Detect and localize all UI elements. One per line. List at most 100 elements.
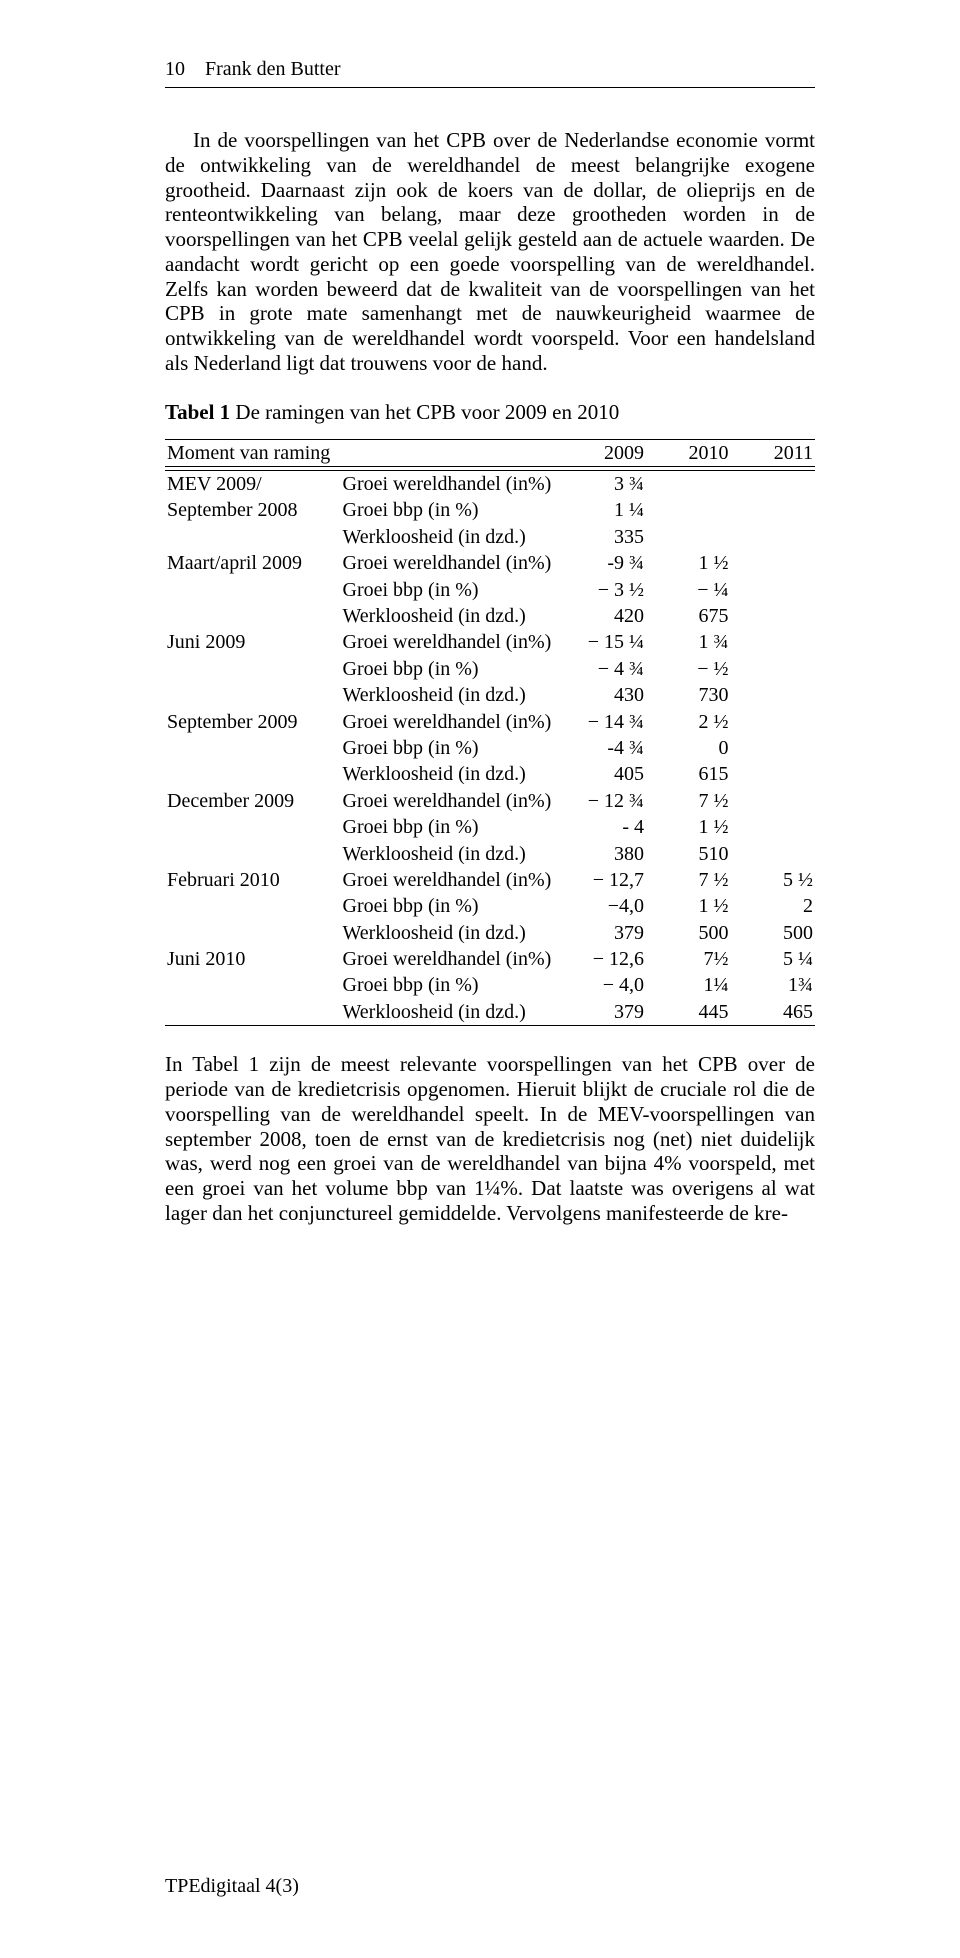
- table-row: Maart/april 2009Groei wereldhandel (in%)…: [165, 550, 815, 576]
- cell-value: 510: [646, 841, 731, 867]
- cell-value: [731, 656, 816, 682]
- cell-value: 0: [646, 735, 731, 761]
- table-row: Werkloosheid (in dzd.)380510: [165, 841, 815, 867]
- cell-value: 7 ½: [646, 867, 731, 893]
- cell-variable: Werkloosheid (in dzd.): [341, 841, 562, 867]
- table-row: Groei bbp (in %)−4,01 ½2: [165, 893, 815, 919]
- cell-value: [731, 788, 816, 814]
- cell-value: 465: [731, 999, 816, 1026]
- cell-value: 1 ½: [646, 814, 731, 840]
- cell-value: - 4: [562, 814, 647, 840]
- cell-value: −4,0: [562, 893, 647, 919]
- table-row: December 2009Groei wereldhandel (in%)− 1…: [165, 788, 815, 814]
- cell-value: 1 ½: [646, 893, 731, 919]
- cell-value: 405: [562, 761, 647, 787]
- table-row: Werkloosheid (in dzd.)335: [165, 524, 815, 550]
- head-rule: [165, 87, 815, 88]
- table-body: MEV 2009/Groei wereldhandel (in%)3 ¾Sept…: [165, 471, 815, 1026]
- cell-value: [731, 524, 816, 550]
- cell-value: 1 ½: [646, 550, 731, 576]
- cell-moment: [165, 524, 341, 550]
- cell-variable: Werkloosheid (in dzd.): [341, 682, 562, 708]
- cell-moment: [165, 603, 341, 629]
- table-row: September 2008Groei bbp (in %)1 ¼: [165, 497, 815, 523]
- cell-value: 1¼: [646, 972, 731, 998]
- cell-variable: Groei bbp (in %): [341, 735, 562, 761]
- table-header-row: Moment van raming 2009 2010 2011: [165, 439, 815, 466]
- cell-value: [731, 761, 816, 787]
- cell-moment: September 2009: [165, 709, 341, 735]
- cell-moment: [165, 735, 341, 761]
- cell-value: 730: [646, 682, 731, 708]
- paragraph-2: In Tabel 1 zijn de meest relevante voors…: [165, 1052, 815, 1225]
- cell-value: 420: [562, 603, 647, 629]
- cell-variable: Werkloosheid (in dzd.): [341, 603, 562, 629]
- cell-moment: [165, 761, 341, 787]
- cell-value: 675: [646, 603, 731, 629]
- cell-value: [646, 497, 731, 523]
- cell-value: 5 ¼: [731, 946, 816, 972]
- cell-variable: Groei wereldhandel (in%): [341, 946, 562, 972]
- cell-variable: Groei bbp (in %): [341, 656, 562, 682]
- cell-value: − 15 ¼: [562, 629, 647, 655]
- cell-value: − 12 ¾: [562, 788, 647, 814]
- table-caption-label: Tabel 1: [165, 400, 230, 424]
- cell-variable: Werkloosheid (in dzd.): [341, 761, 562, 787]
- header-2010: 2010: [646, 439, 731, 466]
- page-footer: TPEdigitaal 4(3): [165, 1875, 299, 1898]
- header-moment: Moment van raming: [165, 439, 562, 466]
- cell-value: 7½: [646, 946, 731, 972]
- cell-variable: Groei wereldhandel (in%): [341, 471, 562, 498]
- paragraph-1: In de voorspellingen van het CPB over de…: [165, 128, 815, 376]
- cell-value: 2: [731, 893, 816, 919]
- cell-value: 445: [646, 999, 731, 1026]
- cell-variable: Groei wereldhandel (in%): [341, 629, 562, 655]
- header-2011: 2011: [731, 439, 816, 466]
- table-row: MEV 2009/Groei wereldhandel (in%)3 ¾: [165, 471, 815, 498]
- cell-value: [731, 603, 816, 629]
- cell-value: 1 ¾: [646, 629, 731, 655]
- forecast-table: Moment van raming 2009 2010 2011 MEV 200…: [165, 439, 815, 1027]
- cell-moment: December 2009: [165, 788, 341, 814]
- cell-value: [731, 814, 816, 840]
- table-caption: Tabel 1 De ramingen van het CPB voor 200…: [165, 400, 815, 425]
- cell-value: [731, 471, 816, 498]
- cell-variable: Groei bbp (in %): [341, 893, 562, 919]
- cell-variable: Werkloosheid (in dzd.): [341, 920, 562, 946]
- cell-moment: [165, 577, 341, 603]
- table-row: Groei bbp (in %)− 3 ½− ¼: [165, 577, 815, 603]
- table-row: September 2009Groei wereldhandel (in%)− …: [165, 709, 815, 735]
- cell-value: − ½: [646, 656, 731, 682]
- cell-value: [646, 471, 731, 498]
- cell-variable: Groei wereldhandel (in%): [341, 788, 562, 814]
- header-2009: 2009: [562, 439, 647, 466]
- cell-value: 615: [646, 761, 731, 787]
- cell-value: 500: [646, 920, 731, 946]
- cell-moment: Maart/april 2009: [165, 550, 341, 576]
- cell-value: 335: [562, 524, 647, 550]
- page: 10 Frank den Butter In de voorspellingen…: [0, 0, 960, 1958]
- table-row: Juni 2010Groei wereldhandel (in%)− 12,67…: [165, 946, 815, 972]
- cell-moment: September 2008: [165, 497, 341, 523]
- cell-variable: Werkloosheid (in dzd.): [341, 524, 562, 550]
- cell-value: [731, 735, 816, 761]
- cell-moment: [165, 814, 341, 840]
- cell-moment: [165, 656, 341, 682]
- cell-variable: Groei wereldhandel (in%): [341, 867, 562, 893]
- cell-value: − ¼: [646, 577, 731, 603]
- table-row: Werkloosheid (in dzd.)379500500: [165, 920, 815, 946]
- cell-variable: Groei bbp (in %): [341, 497, 562, 523]
- cell-variable: Groei wereldhandel (in%): [341, 709, 562, 735]
- table-row: Werkloosheid (in dzd.)379445465: [165, 999, 815, 1026]
- table-row: Groei bbp (in %)− 4 ¾− ½: [165, 656, 815, 682]
- cell-value: − 12,7: [562, 867, 647, 893]
- cell-value: 2 ½: [646, 709, 731, 735]
- cell-value: [731, 709, 816, 735]
- cell-value: − 4,0: [562, 972, 647, 998]
- cell-value: 379: [562, 999, 647, 1026]
- table-row: Groei bbp (in %)− 4,01¼1¾: [165, 972, 815, 998]
- table-row: Groei bbp (in %)- 41 ½: [165, 814, 815, 840]
- table-row: Groei bbp (in %)-4 ¾0: [165, 735, 815, 761]
- cell-moment: [165, 999, 341, 1026]
- cell-value: 500: [731, 920, 816, 946]
